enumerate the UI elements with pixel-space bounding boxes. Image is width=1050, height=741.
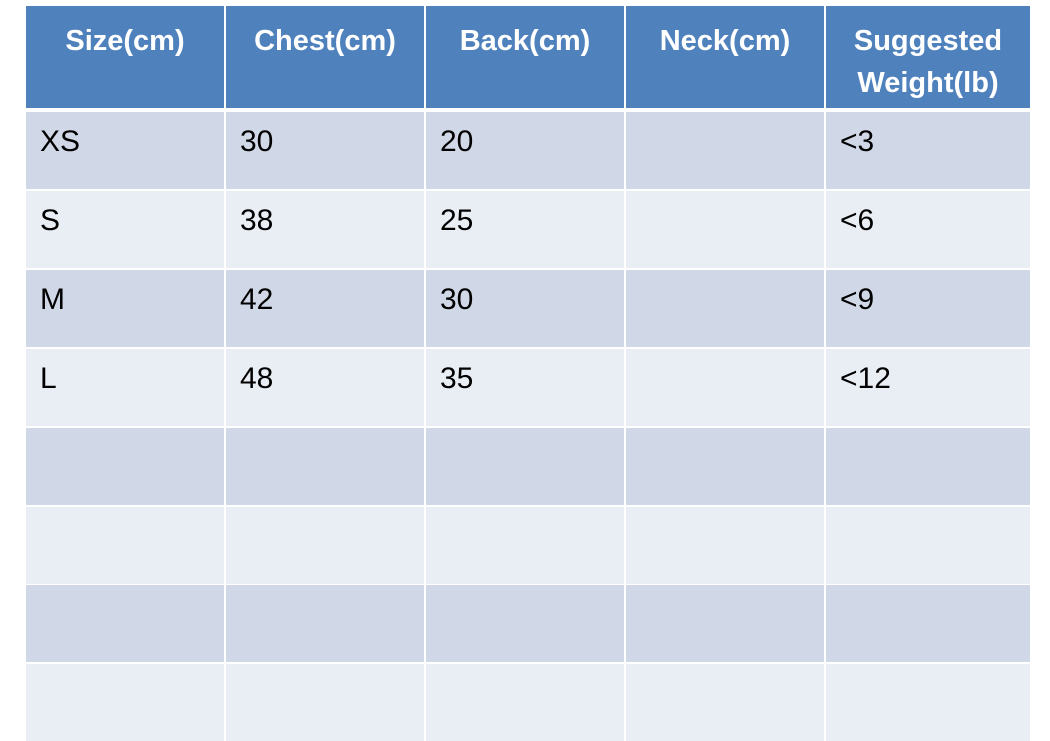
table-cell: 38 [226,191,424,268]
table-cell [626,112,824,189]
table-cell [26,585,224,662]
table-cell [626,507,824,584]
table-cell [626,664,824,741]
table-cell: 48 [226,349,424,426]
table-cell [26,664,224,741]
table-cell [626,428,824,505]
table-cell [426,428,624,505]
table-cell [626,270,824,347]
table-cell [226,428,424,505]
table-cell: XS [26,112,224,189]
table-cell: <6 [826,191,1030,268]
table-cell: <3 [826,112,1030,189]
table-cell [626,191,824,268]
table-cell [426,507,624,584]
table-cell: S [26,191,224,268]
table-cell: 20 [426,112,624,189]
table-cell [426,664,624,741]
header-cell: Neck(cm) [626,6,824,108]
table-cell [626,349,824,426]
table-cell: <12 [826,349,1030,426]
table-cell: 30 [426,270,624,347]
table-cell [426,585,624,662]
table-cell: M [26,270,224,347]
header-cell: Size(cm) [26,6,224,108]
table-cell [826,507,1030,584]
table-cell [826,585,1030,662]
table-cell [226,585,424,662]
table-cell [826,428,1030,505]
table-cell [26,507,224,584]
table-cell [26,428,224,505]
header-cell: Chest(cm) [226,6,424,108]
table-cell: 35 [426,349,624,426]
table-cell: <9 [826,270,1030,347]
header-cell: Back(cm) [426,6,624,108]
table-cell: 30 [226,112,424,189]
table-cell [226,664,424,741]
table-cell: L [26,349,224,426]
header-cell: Suggested Weight(lb) [826,6,1030,108]
table-cell [226,507,424,584]
table-cell: 42 [226,270,424,347]
table-cell: 25 [426,191,624,268]
table-cell [826,664,1030,741]
table-cell [626,585,824,662]
